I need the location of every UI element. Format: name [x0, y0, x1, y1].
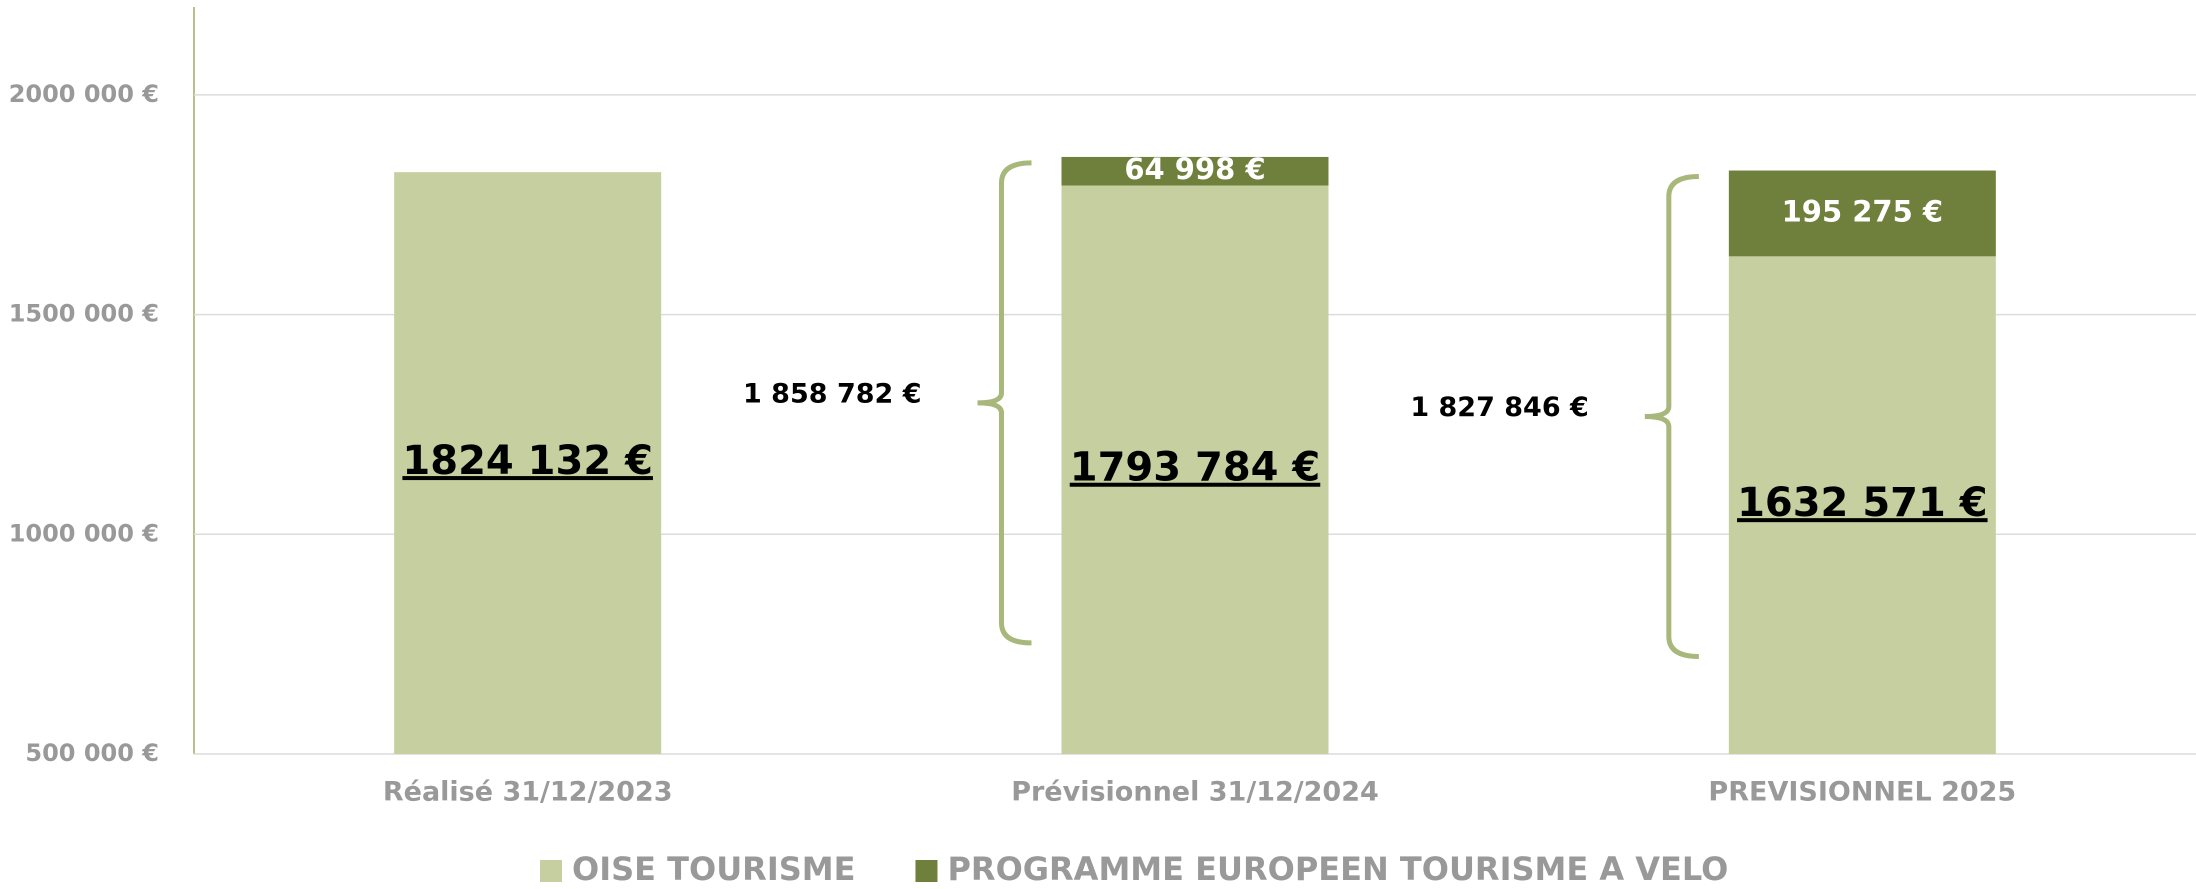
bar-segment: [1061, 156, 1329, 186]
legend-label: OISE TOURISME: [572, 850, 855, 885]
y-tick-label: 1500 000 €: [9, 300, 159, 328]
bar-segment: [1728, 170, 1996, 257]
value-label: 1793 784 €: [1070, 445, 1321, 491]
bar-segment: [1728, 256, 1996, 754]
x-tick-label: PREVISIONNEL 2025: [1708, 777, 2016, 808]
x-tick-label: Réalisé 31/12/2023: [383, 777, 673, 808]
value-label: 64 998 €: [1124, 152, 1265, 186]
value-label: 195 275 €: [1782, 194, 1943, 228]
total-brace: [977, 160, 1032, 646]
total-brace: [1644, 174, 1699, 660]
y-tick-label: 500 000 €: [25, 739, 159, 767]
bar-segment: [1061, 185, 1329, 754]
value-label: 1632 571 €: [1737, 480, 1988, 526]
y-tick-label: 1000 000 €: [9, 519, 159, 547]
bar-segment: [394, 172, 662, 754]
total-label: 1 827 846 €: [1410, 392, 1589, 423]
total-label: 1 858 782 €: [743, 378, 922, 409]
value-label: 1824 132 €: [402, 438, 653, 484]
legend-swatch: [540, 860, 562, 882]
legend-swatch: [915, 860, 938, 882]
legend-label: PROGRAMME EUROPEEN TOURISME A VELO: [947, 850, 1728, 885]
x-tick-label: Prévisionnel 31/12/2024: [1011, 777, 1379, 808]
y-tick-label: 2000 000 €: [9, 80, 159, 108]
